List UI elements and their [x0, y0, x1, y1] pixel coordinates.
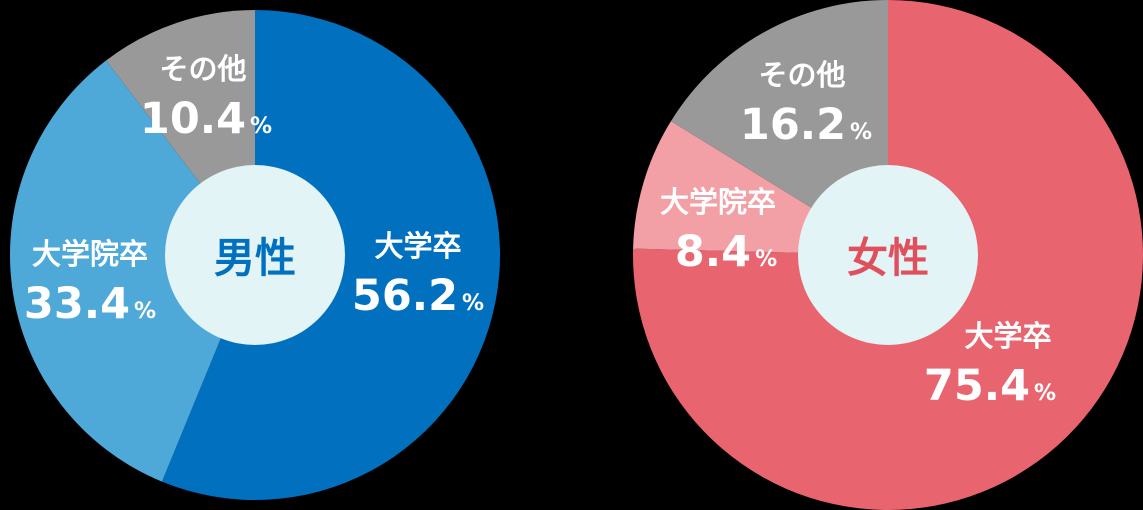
slice-value-unit: %	[1034, 381, 1056, 406]
slice-value-unit: %	[134, 299, 156, 324]
slice-category-label: 大学卒	[374, 229, 461, 263]
slice-category-label: 大学院卒	[660, 185, 776, 219]
center-label: 男性	[214, 234, 296, 282]
pie-chart-1: 男性 大学卒 56.2 % 大学院卒 33.4 % その他 10.4%	[9, 10, 501, 500]
slice-value-number: 75.4	[924, 361, 1030, 411]
slice-value-unit: %	[462, 291, 484, 316]
slice-value-number: 10.4	[140, 94, 246, 144]
slice-value-number: 8.4	[675, 227, 751, 277]
center-hole	[165, 165, 345, 345]
slice-value-number: 56.2	[352, 271, 458, 321]
slice-category-label: 大学院卒	[32, 237, 148, 271]
slice-category-label: その他	[758, 58, 845, 92]
slice-value-label: 75.4%	[924, 361, 1056, 411]
slice-value-label: 56.2%	[352, 271, 484, 321]
pie-slice	[9, 60, 256, 482]
slice-value-number: 33.4	[24, 279, 130, 329]
slice-value-label: 10.4%	[140, 94, 272, 144]
slice-value-label: 33.4%	[24, 279, 156, 329]
slice-value-unit: %	[850, 120, 872, 145]
slice-value-label: 8.4%	[675, 227, 777, 277]
slice-value-unit: %	[755, 247, 777, 272]
center-hole	[798, 165, 978, 345]
slice-value-label: 16.2%	[740, 100, 872, 150]
slice-value-unit: %	[250, 114, 272, 139]
slice-value-number: 16.2	[740, 100, 846, 150]
slice-category-label: その他	[159, 52, 246, 86]
center-label: 女性	[847, 234, 929, 282]
slice-category-label: 大学卒	[964, 319, 1051, 353]
